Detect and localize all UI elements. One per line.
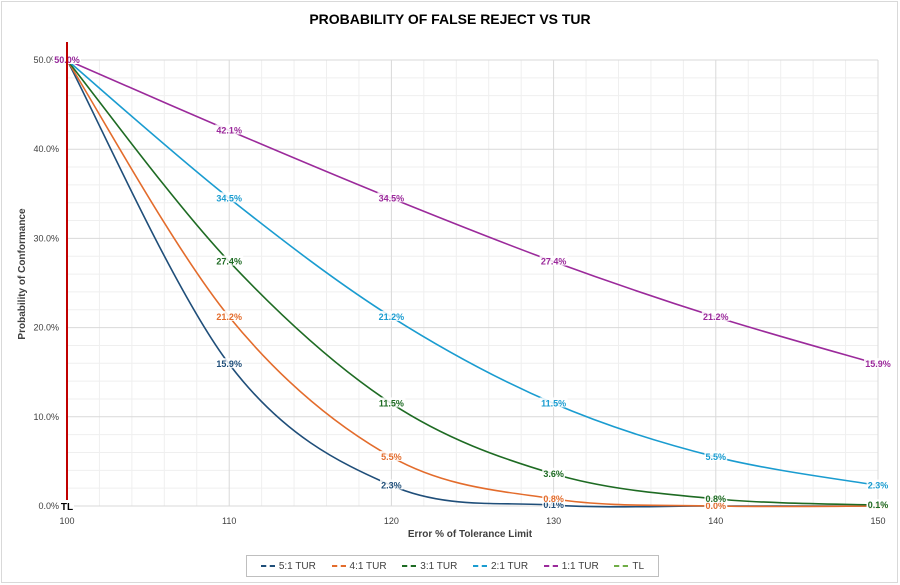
data-label: 3.6% [543, 469, 564, 479]
legend: 5:1 TUR 4:1 TUR 3:1 TUR 2:1 TUR 1:1 TUR TL [246, 555, 659, 577]
x-tick-label: 110 [222, 516, 236, 526]
x-tick-label: 130 [546, 516, 561, 526]
legend-swatch [402, 565, 417, 567]
tl-label: TL [61, 502, 73, 513]
data-label: 2.3% [868, 480, 889, 490]
legend-swatch [331, 565, 346, 567]
data-label-bg [866, 499, 890, 510]
data-label-bg [377, 192, 406, 203]
data-label-bg [380, 479, 403, 490]
series-line-3-1-tur [66, 59, 879, 506]
legend-label: 1:1 TUR [561, 560, 599, 572]
series-line-4-1-tur [66, 59, 879, 508]
x-tick-label: 120 [384, 516, 399, 526]
legend-label: 2:1 TUR [490, 560, 529, 572]
y-tick-label: 50.0% [33, 55, 59, 65]
data-label-bg [215, 358, 244, 369]
y-tick-label: 40.0% [33, 144, 59, 154]
legend-swatch [543, 565, 558, 567]
data-label: 11.5% [379, 398, 404, 408]
y-tick-label: 20.0% [33, 323, 59, 333]
series-line-1-1-tur [66, 59, 879, 365]
legend-label: TL [632, 560, 645, 572]
data-label-bg [704, 500, 728, 510]
data-label-bg [380, 450, 403, 461]
x-tick-label: 100 [59, 516, 74, 526]
data-label: 11.5% [541, 398, 566, 408]
data-label-bg [215, 124, 244, 135]
data-label: 34.5% [216, 193, 242, 203]
data-label: 34.5% [379, 193, 405, 203]
data-label-bg [864, 358, 892, 369]
tl-marker: TL [60, 42, 74, 513]
series-line-5-1-tur [66, 59, 879, 508]
legend-item: TL [614, 561, 644, 572]
data-label-bg [215, 310, 244, 321]
minor-gridlines [67, 60, 878, 506]
legend-swatch [614, 565, 629, 567]
major-gridlines [66, 59, 879, 507]
x-tick-label: 140 [708, 516, 723, 526]
legend-label: 4:1 TUR [349, 560, 387, 572]
data-label: 0.1% [543, 500, 564, 510]
data-label-bg [542, 499, 565, 510]
data-label: 27.4% [541, 257, 567, 267]
y-axis-title: Probability of Conformance [17, 208, 28, 340]
legend-swatch [260, 565, 275, 567]
data-label-bg [539, 255, 568, 266]
legend-label: 3:1 TUR [420, 560, 458, 572]
data-label-bg [542, 467, 565, 478]
data-label: 0.8% [706, 494, 727, 504]
data-label-bg [377, 397, 406, 408]
legend-item: 4:1 TUR [331, 560, 387, 572]
y-tick-label: 30.0% [33, 233, 59, 243]
data-label: 21.2% [216, 312, 242, 322]
legend-label: 5:1 TUR [278, 560, 316, 572]
data-label-bg [542, 492, 565, 503]
data-label-bg [215, 255, 244, 266]
data-label: 21.2% [703, 312, 729, 322]
data-label-bg [704, 450, 728, 461]
chart-title: PROBABILITY OF FALSE REJECT VS TUR [309, 11, 591, 27]
data-label-bg [215, 192, 244, 203]
data-label: 0.0% [706, 501, 727, 511]
data-label-bg [866, 479, 890, 490]
data-label: 15.9% [865, 359, 891, 369]
data-label: 15.9% [216, 359, 242, 369]
data-label-bg [377, 310, 406, 321]
legend-item: 3:1 TUR [402, 561, 457, 572]
data-label: 5.5% [381, 452, 402, 462]
data-label: 0.1% [868, 500, 889, 510]
data-label: 2.3% [381, 480, 402, 490]
data-label: 21.2% [379, 312, 405, 322]
data-label-bg [539, 397, 568, 408]
x-tick-label: 150 [870, 516, 885, 526]
data-label: 5.5% [706, 452, 727, 462]
x-axis-title: Error % of Tolerance Limit [408, 529, 533, 540]
y-tick-label: 10.0% [33, 412, 59, 422]
series-lines [66, 59, 879, 508]
legend-swatch [472, 565, 487, 567]
tl-label-bg [60, 500, 74, 512]
legend-item: 2:1 TUR [472, 560, 529, 572]
data-label-bg [701, 310, 730, 321]
legend-item: 1:1 TUR [543, 560, 599, 572]
series-line-2-1-tur [66, 59, 879, 487]
data-label: 27.4% [216, 257, 242, 267]
y-tick-label: 0.0% [38, 501, 59, 511]
data-label: 0.8% [543, 494, 564, 504]
legend-item: 5:1 TUR [260, 560, 316, 572]
tick-labels: 100 110 120 130 140 150 0.0% 10.0% 20.0% 30.0% 40.… [33, 55, 885, 526]
data-label-bg [704, 492, 728, 503]
data-label: 42.1% [216, 125, 242, 135]
